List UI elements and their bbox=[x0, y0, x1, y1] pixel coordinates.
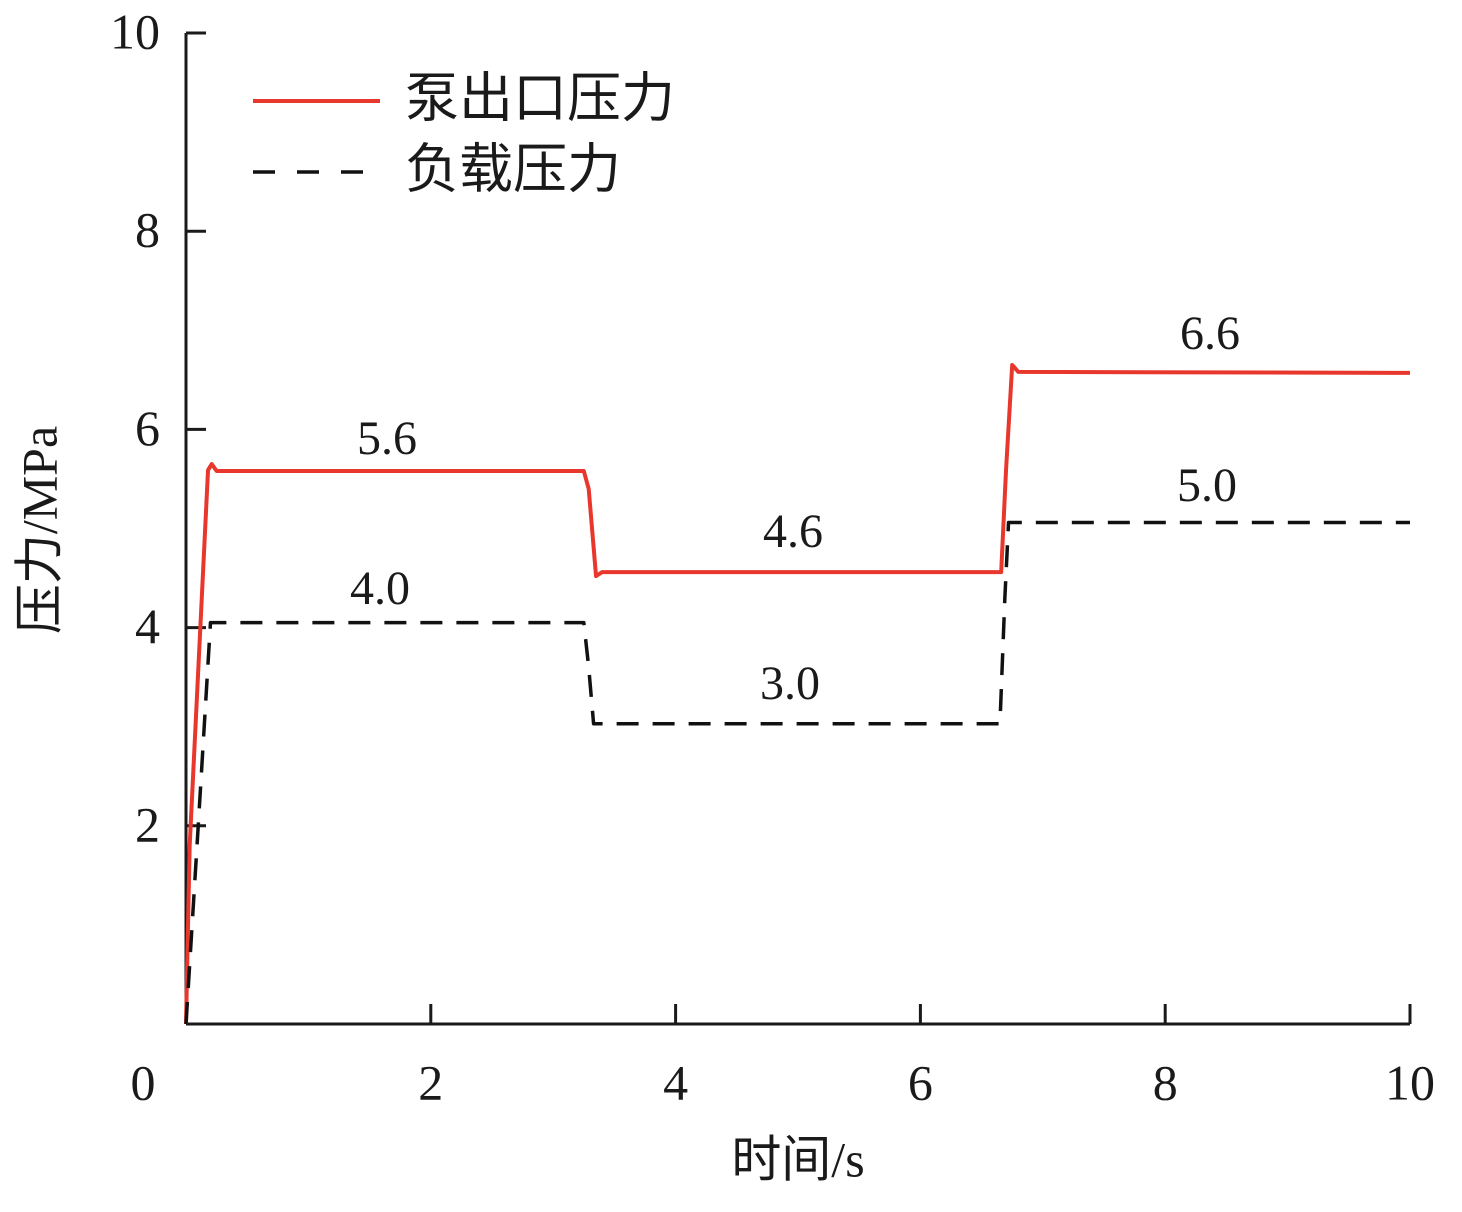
y-tick-label: 8 bbox=[135, 202, 160, 258]
annotation: 4.6 bbox=[763, 505, 823, 558]
x-tick-label: 0 bbox=[131, 1054, 156, 1110]
y-axis-label: 压力/MPa bbox=[11, 426, 67, 634]
y-tick-label: 2 bbox=[135, 796, 160, 852]
legend-label: 负载压力 bbox=[405, 139, 621, 199]
legend-label: 泵出口压力 bbox=[405, 68, 675, 128]
x-tick-label: 8 bbox=[1153, 1054, 1178, 1110]
series-line bbox=[184, 520, 1410, 1025]
x-tick-label: 2 bbox=[418, 1054, 443, 1110]
y-tick-label: 10 bbox=[110, 3, 160, 59]
annotation: 5.6 bbox=[357, 412, 417, 465]
annotation: 4.0 bbox=[350, 562, 410, 615]
y-tick-label: 6 bbox=[135, 400, 160, 456]
annotation: 3.0 bbox=[760, 657, 820, 710]
x-axis-label: 时间/s bbox=[731, 1131, 864, 1187]
series-line bbox=[184, 362, 1411, 1025]
annotation: 6.6 bbox=[1180, 307, 1240, 360]
x-tick-label: 4 bbox=[663, 1054, 688, 1110]
x-tick-label: 10 bbox=[1385, 1054, 1435, 1110]
y-tick-label: 4 bbox=[135, 598, 160, 654]
x-tick-label: 6 bbox=[908, 1054, 933, 1110]
annotation: 5.0 bbox=[1177, 459, 1237, 512]
